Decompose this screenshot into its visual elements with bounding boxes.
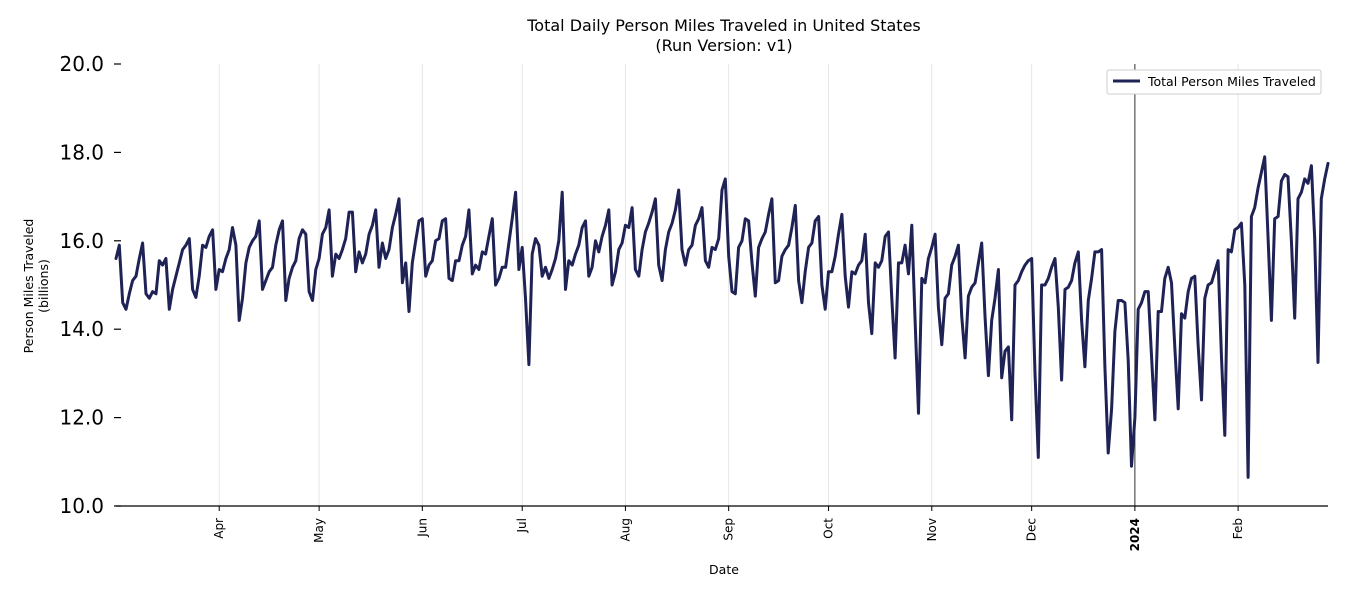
y-axis-label: Person Miles Traveled: [21, 219, 36, 354]
x-tick-label: Oct: [822, 518, 836, 539]
x-tick-label: Jun: [415, 518, 429, 538]
x-axis-label: Date: [709, 562, 739, 577]
y-tick-label: 16.0: [59, 229, 104, 253]
chart-subtitle: (Run Version: v1): [655, 36, 792, 55]
y-tick-label: 20.0: [59, 52, 104, 76]
x-tick-label: Apr: [212, 518, 226, 539]
y-tick-label: 14.0: [59, 317, 104, 341]
x-tick-label: Sep: [722, 518, 736, 541]
y-tick-label: 18.0: [59, 140, 104, 164]
x-tick-label: Jul: [515, 518, 529, 533]
x-tick-label: 2024: [1128, 518, 1142, 551]
series-line-total-person-miles: [114, 155, 1330, 479]
x-gridlines: [218, 64, 1239, 506]
x-tick-label: Feb: [1231, 518, 1245, 539]
legend-label: Total Person Miles Traveled: [1147, 74, 1316, 89]
y-tick-label: 10.0: [59, 494, 104, 518]
x-tick-label: Nov: [925, 518, 939, 541]
legend-box: [1106, 69, 1322, 95]
y-axis-unit-label: (billions): [36, 259, 51, 313]
x-tick-label: May: [312, 518, 326, 543]
y-tick-label: 12.0: [59, 406, 104, 430]
x-axis: Apr May Jun Jul Aug Sep Oct Nov Dec 2024 Feb: [212, 506, 1245, 551]
legend: Total Person Miles Traveled: [1106, 69, 1322, 95]
chart-title: Total Daily Person Miles Traveled in Uni…: [526, 16, 921, 35]
x-tick-label: Aug: [618, 518, 632, 541]
x-tick-label: Dec: [1025, 518, 1039, 541]
y-axis: 10.0 12.0 14.0 16.0 18.0 20.0: [59, 52, 121, 518]
